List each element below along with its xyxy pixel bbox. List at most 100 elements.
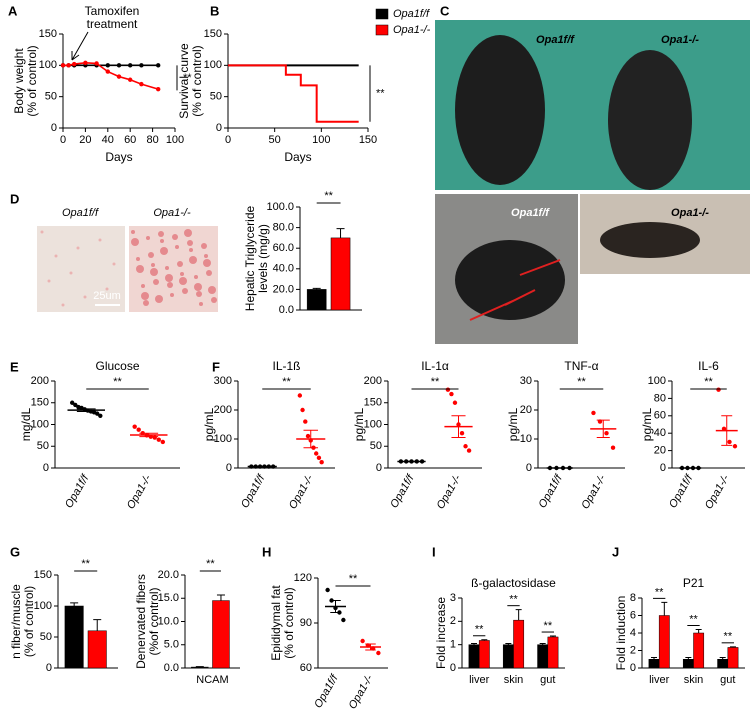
y-tick-label: 5.0 [164, 639, 179, 651]
stain [179, 277, 187, 285]
error-bar [695, 629, 702, 633]
y-tick-label: 150 [34, 569, 52, 581]
marker [94, 61, 99, 66]
annotation: Tamoxifen [85, 4, 140, 18]
stain [184, 229, 192, 237]
significance: ** [113, 376, 122, 388]
data-point [156, 437, 161, 442]
x-tick-label: Opa1-/- [287, 473, 316, 512]
x-axis-label: NCAM [196, 674, 228, 686]
stain [189, 248, 193, 252]
y-tick-label: 150 [364, 397, 382, 409]
error-bar [481, 639, 488, 641]
stain [194, 275, 198, 279]
error-bar [651, 657, 658, 660]
data-point [716, 387, 721, 392]
y-tick-label: 0 [51, 122, 57, 134]
data-point [136, 427, 141, 432]
y-tick-label: 60.0 [273, 242, 294, 254]
y-axis-label: pg/mL [640, 408, 654, 442]
stain [199, 302, 203, 306]
stain [131, 230, 135, 234]
error-bar [729, 646, 736, 648]
y-axis-label: mg/dL [19, 408, 33, 442]
stain [167, 282, 173, 288]
annotation-arrow [71, 31, 89, 61]
error-bar [515, 609, 522, 621]
data-point [445, 387, 451, 392]
stain [211, 297, 217, 303]
data-point [449, 391, 454, 397]
marker [66, 63, 71, 68]
x-tick-label: Opa1f/f [63, 472, 92, 510]
stain [175, 245, 179, 249]
significance: ** [655, 586, 664, 598]
chart-title: TNF-α [564, 359, 598, 373]
marker [156, 86, 161, 92]
x-tick-label: 40 [102, 134, 114, 146]
y-tick-label: 0 [43, 462, 49, 474]
bar [478, 640, 490, 669]
mouse [608, 50, 692, 190]
marker [83, 60, 88, 66]
stain [151, 263, 155, 267]
y-tick-label: 20.0 [273, 283, 294, 295]
x-tick-label: Opa1f/f [536, 472, 565, 510]
y-tick-label: 0 [376, 462, 382, 474]
stain [189, 256, 197, 264]
x-tick-label: gut [720, 674, 735, 686]
data-point [727, 439, 732, 445]
x-tick-label: liver [649, 674, 670, 686]
x-tick-label: Opa1-/- [347, 673, 376, 710]
stain [105, 287, 109, 291]
stain [177, 261, 183, 267]
stain [158, 231, 164, 237]
panel-label: B [210, 3, 219, 18]
error-bar [549, 635, 556, 637]
y-tick-label: 20 [520, 404, 532, 416]
stain [180, 272, 184, 276]
stain [146, 236, 150, 240]
data-point [132, 424, 137, 429]
stain [69, 271, 73, 275]
mouse [600, 222, 700, 258]
data-point [152, 435, 157, 440]
y-axis-label: Fold induction [614, 596, 628, 671]
y-tick-label: 50 [37, 440, 49, 452]
chart-title: IL-1ß [272, 359, 300, 373]
y-tick-label: 40 [654, 427, 666, 439]
series-line [228, 64, 359, 123]
error-bar [312, 287, 321, 290]
panel-label: C [440, 3, 450, 18]
stain [194, 283, 202, 291]
error-bar [76, 408, 96, 412]
y-tick-label: 0 [526, 462, 532, 474]
y-tick-label: 0 [450, 662, 456, 674]
stain [172, 234, 178, 240]
significance: ** [509, 594, 518, 606]
significance: ** [324, 190, 333, 202]
y-tick-label: 100.0 [266, 201, 294, 213]
stain [160, 247, 168, 255]
y-tick-label: 120 [294, 572, 312, 584]
y-axis-label: Survival curve [177, 43, 191, 119]
significance: ** [183, 72, 192, 84]
significance: ** [689, 613, 698, 625]
stain [141, 292, 149, 300]
y-tick-label: 0 [630, 662, 636, 674]
marker [60, 63, 66, 68]
annotation: treatment [87, 17, 138, 31]
error-bar [365, 643, 376, 651]
stain [40, 230, 44, 234]
y-tick-label: 80.0 [273, 222, 294, 234]
y-axis-label: (% of control) [25, 45, 39, 116]
y-tick-label: 100 [31, 418, 49, 430]
bar [727, 647, 739, 669]
error-bar [451, 415, 466, 439]
y-axis-label: (% of control) [282, 587, 296, 658]
legend-label: Opa1f/f [393, 8, 430, 20]
y-tick-label: 100 [214, 433, 232, 445]
y-axis-label: Epididymal fat [269, 585, 283, 661]
x-tick-label: skin [504, 674, 524, 686]
